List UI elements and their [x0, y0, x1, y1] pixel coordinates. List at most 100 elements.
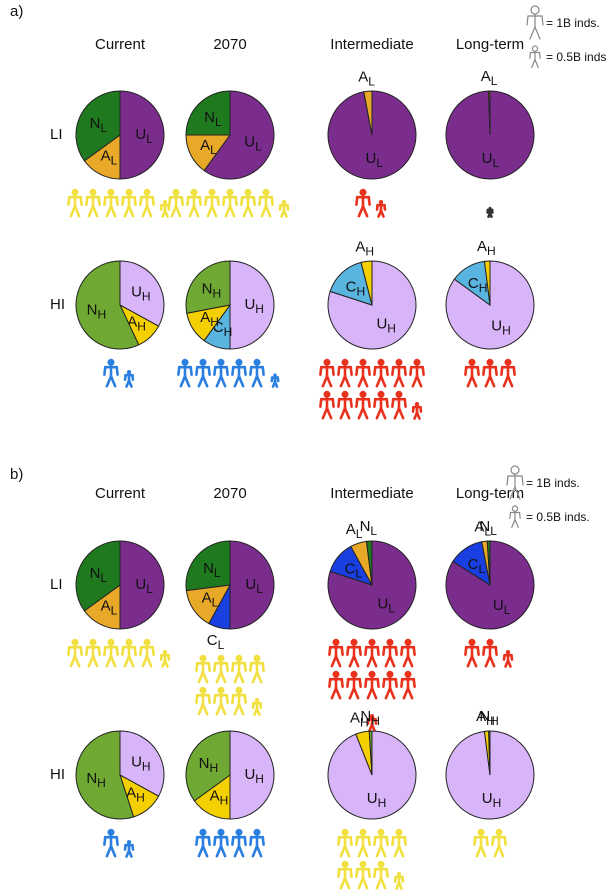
- person-limb: [343, 844, 351, 858]
- person-limb: [225, 835, 229, 846]
- person-limb: [412, 677, 416, 688]
- person-limb: [249, 835, 253, 846]
- person-limb: [364, 645, 368, 656]
- slice-label: UL: [366, 150, 384, 170]
- column-header: 2070: [213, 36, 246, 53]
- person-limb: [249, 365, 253, 376]
- person-limb: [109, 844, 117, 858]
- row-label: HI: [50, 766, 65, 783]
- person-limb: [195, 835, 199, 846]
- person-limb: [479, 844, 487, 858]
- population: [67, 188, 171, 218]
- person-head: [377, 358, 385, 366]
- person-limb: [385, 397, 389, 408]
- slice-letter: U: [366, 150, 377, 167]
- person-limb: [225, 365, 229, 376]
- person-limb: [331, 397, 335, 408]
- row-label: LI: [50, 126, 63, 143]
- slice-letter: N: [204, 109, 215, 126]
- slice-label: NH: [199, 755, 219, 775]
- person-head: [199, 686, 207, 694]
- person-limb: [189, 365, 193, 376]
- person-limb: [319, 365, 323, 376]
- person-limb: [195, 693, 199, 704]
- person-limb: [343, 876, 351, 890]
- person-limb: [361, 876, 369, 890]
- person-limb: [255, 844, 263, 858]
- person-limb: [177, 365, 181, 376]
- slice-letter: A: [358, 68, 368, 85]
- person-limb: [213, 693, 217, 704]
- slice-label: UL: [377, 596, 395, 616]
- person-limb: [337, 867, 341, 878]
- person-head: [359, 358, 367, 366]
- person-limb: [109, 654, 117, 668]
- slice-letter: A: [355, 238, 365, 255]
- person-limb: [127, 204, 135, 218]
- person-limb: [210, 204, 218, 218]
- person-limb: [361, 406, 369, 420]
- person-limb: [541, 15, 544, 26]
- person-limb: [494, 645, 498, 656]
- person-head: [253, 828, 261, 836]
- slice-subscript: L: [376, 156, 383, 170]
- person-limb: [201, 702, 209, 716]
- column-header: 2070: [213, 485, 246, 502]
- person-limb: [397, 374, 405, 388]
- person-limb: [73, 204, 81, 218]
- person-limb: [261, 661, 265, 672]
- slice-letter: U: [482, 150, 493, 167]
- person-head: [395, 390, 403, 398]
- slice-letter: A: [474, 518, 484, 535]
- person-limb: [243, 835, 247, 846]
- person-limb: [352, 654, 360, 668]
- person-limb: [334, 686, 342, 700]
- slice-letter: N: [87, 301, 98, 318]
- pie-slice: [365, 540, 373, 586]
- person-head: [350, 670, 358, 678]
- slice-label: AH: [200, 309, 219, 329]
- slice-letter: U: [367, 790, 378, 807]
- slice-letter: N: [360, 708, 371, 725]
- slice-label: CH: [346, 278, 366, 298]
- slice-label: UH: [376, 316, 396, 336]
- person-limb: [470, 374, 478, 388]
- person-head: [235, 828, 243, 836]
- person-limb: [534, 58, 539, 68]
- slice-subscript: L: [370, 524, 377, 538]
- person-head: [172, 188, 180, 196]
- person-limb: [103, 195, 107, 206]
- slice-subscript: H: [210, 761, 219, 775]
- slice-subscript: H: [224, 325, 233, 339]
- person-head: [71, 638, 79, 646]
- slice-label: UH: [244, 296, 264, 316]
- person-limb: [79, 195, 83, 206]
- person-limb: [340, 677, 344, 688]
- person-limb: [174, 204, 182, 218]
- column-header: Current: [95, 36, 146, 53]
- person-limb: [337, 365, 341, 376]
- person-head: [89, 638, 97, 646]
- slice-subscript: H: [387, 322, 396, 336]
- person-head: [395, 358, 403, 366]
- slice-subscript: H: [486, 714, 495, 728]
- slice-letter: C: [346, 278, 357, 295]
- slice-letter: A: [346, 521, 356, 538]
- slice-letter: U: [135, 576, 146, 593]
- person-head: [377, 828, 385, 836]
- person-limb: [482, 645, 486, 656]
- slice-subscript: H: [357, 285, 366, 299]
- person-limb: [127, 654, 135, 668]
- person-limb: [376, 645, 380, 656]
- slice-subscript: L: [146, 582, 153, 596]
- slice-letter: A: [350, 709, 360, 726]
- slice-label: CL: [207, 632, 225, 652]
- slice-label: CH: [468, 275, 488, 295]
- slice-letter: A: [477, 238, 487, 255]
- person-head: [235, 654, 243, 662]
- person-limb: [219, 702, 227, 716]
- person-limb: [506, 659, 512, 668]
- slice-subscript: H: [255, 772, 264, 786]
- person-limb: [255, 374, 263, 388]
- person-head: [226, 188, 234, 196]
